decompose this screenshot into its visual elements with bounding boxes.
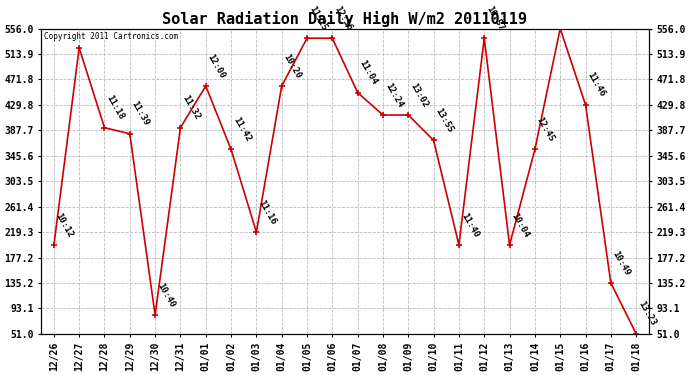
- Text: 11:39: 11:39: [130, 100, 151, 128]
- Text: 10:04: 10:04: [510, 211, 531, 239]
- Text: 10:49: 10:49: [611, 249, 632, 277]
- Text: 10:57: 10:57: [484, 4, 506, 32]
- Text: 11:16: 11:16: [257, 198, 277, 226]
- Text: 12:07: 12:07: [0, 374, 1, 375]
- Text: 11:40: 11:40: [459, 211, 480, 239]
- Text: Copyright 2011 Cartronics.com: Copyright 2011 Cartronics.com: [44, 32, 178, 40]
- Text: 11:18: 11:18: [104, 94, 126, 122]
- Text: 11:04: 11:04: [357, 59, 379, 87]
- Text: 13:55: 13:55: [433, 106, 455, 134]
- Title: Solar Radiation Daily High W/m2 20110119: Solar Radiation Daily High W/m2 20110119: [163, 11, 527, 27]
- Text: 12:45: 12:45: [535, 116, 556, 143]
- Text: 13:23: 13:23: [636, 300, 658, 328]
- Text: 11:32: 11:32: [180, 94, 201, 122]
- Text: 11:42: 11:42: [231, 116, 253, 143]
- Text: 12:00: 12:00: [206, 52, 227, 80]
- Text: 12:36: 12:36: [333, 4, 353, 32]
- Text: 13:02: 13:02: [408, 81, 430, 109]
- Text: 10:12: 10:12: [54, 211, 75, 239]
- Text: 10:40: 10:40: [155, 281, 177, 309]
- Text: 11:25: 11:25: [307, 4, 328, 32]
- Text: 11:46: 11:46: [586, 71, 607, 99]
- Text: 12:24: 12:24: [383, 81, 404, 109]
- Text: 10:20: 10:20: [282, 52, 303, 80]
